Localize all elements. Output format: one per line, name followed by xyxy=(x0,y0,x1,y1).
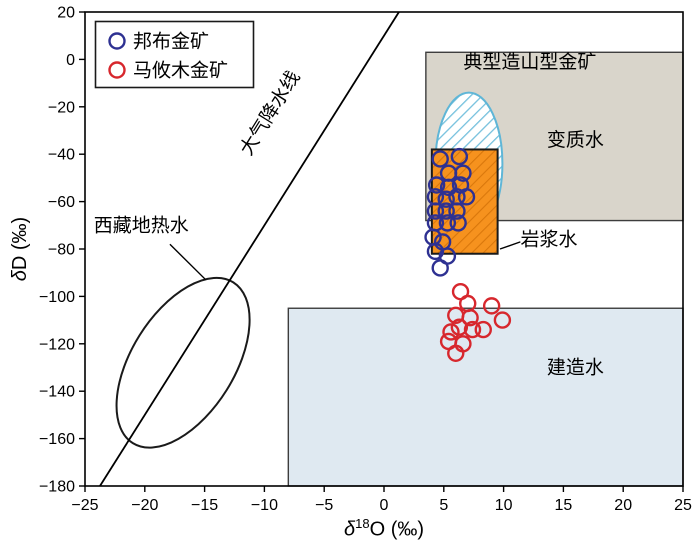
meteoric-line-layer xyxy=(99,11,400,487)
y-tick-label: −140 xyxy=(39,384,75,401)
leader-line-magmatic-water xyxy=(499,241,521,250)
x-axis-label: δ18O (‰) xyxy=(343,516,425,541)
y-tick-label: −40 xyxy=(48,147,75,164)
data-point xyxy=(447,344,465,362)
data-point xyxy=(437,190,455,208)
data-point xyxy=(438,214,457,232)
y-tick-label: −60 xyxy=(48,194,75,211)
data-point xyxy=(427,176,446,194)
y-axis-label: δD (‰) xyxy=(9,216,31,282)
data-point xyxy=(474,320,492,339)
y-tick-label: −180 xyxy=(39,479,75,496)
y-tick-label: −20 xyxy=(48,99,75,116)
data-point xyxy=(450,147,469,166)
x-tick-label: 10 xyxy=(495,497,513,514)
series-0 xyxy=(424,147,476,277)
data-point xyxy=(493,311,512,329)
data-point xyxy=(449,214,467,232)
series-1 xyxy=(439,282,512,362)
legend-marker-bangbu xyxy=(108,32,126,50)
data-point xyxy=(461,309,479,327)
y-tick-label: −120 xyxy=(39,336,75,353)
region-formation-water xyxy=(287,307,684,487)
data-point xyxy=(448,202,466,220)
data-point xyxy=(457,188,476,206)
x-tick-label: 20 xyxy=(614,497,632,514)
y-tick-label: 20 xyxy=(57,5,75,22)
data-point xyxy=(437,202,455,220)
y-tick-label: −160 xyxy=(39,431,75,448)
legend-label-bangbu: 邦布金矿 xyxy=(133,31,209,53)
region-label-magmatic-water: 岩浆水 xyxy=(521,229,578,251)
region-label-formation-water: 建造水 xyxy=(547,357,604,379)
y-tick-label: −80 xyxy=(48,242,75,259)
data-point xyxy=(482,297,501,315)
data-points-layer xyxy=(424,147,512,362)
regions-layer xyxy=(115,51,684,487)
y-tick-label: −100 xyxy=(39,289,75,306)
legend: 邦布金矿 马攸木金矿 xyxy=(94,20,255,89)
x-tick-label: 0 xyxy=(380,497,389,514)
region-label-orogenic-gold: 典型造山型金矿 xyxy=(463,51,596,73)
x-tick-label: 5 xyxy=(439,497,448,514)
meteoric-water-line xyxy=(99,11,400,487)
y-tick-label: 0 xyxy=(66,52,75,69)
data-point xyxy=(463,320,482,339)
data-point xyxy=(442,323,460,341)
region-label-tibet-geothermal: 西藏地热水 xyxy=(94,214,189,236)
legend-label-mayoumu: 马攸木金矿 xyxy=(133,60,228,82)
x-tick-label: −5 xyxy=(315,497,333,514)
data-point xyxy=(431,150,449,168)
x-tick-label: −20 xyxy=(131,497,158,514)
data-point xyxy=(426,202,445,220)
axes-layer: −25 −20 −15 −10 −5 0 5 10 15 20 25 20 0 −20 −40 −60 −80 −… xyxy=(39,5,692,515)
x-tick-label: 25 xyxy=(674,497,692,514)
x-tick-label: −25 xyxy=(71,497,98,514)
legend-marker-mayoumu xyxy=(108,61,126,79)
data-point xyxy=(431,259,449,277)
region-shape-tibet-geothermal xyxy=(115,276,251,449)
region-tibet-geothermal xyxy=(115,276,251,449)
x-tick-label: −10 xyxy=(251,497,278,514)
data-point xyxy=(450,318,469,336)
x-tick-label: 15 xyxy=(555,497,573,514)
x-tick-label: −15 xyxy=(191,497,218,514)
region-shape-formation-water xyxy=(287,307,684,487)
region-label-metamorphic-water: 变质水 xyxy=(547,129,604,151)
leader-line-tibet-geothermal xyxy=(169,243,207,281)
